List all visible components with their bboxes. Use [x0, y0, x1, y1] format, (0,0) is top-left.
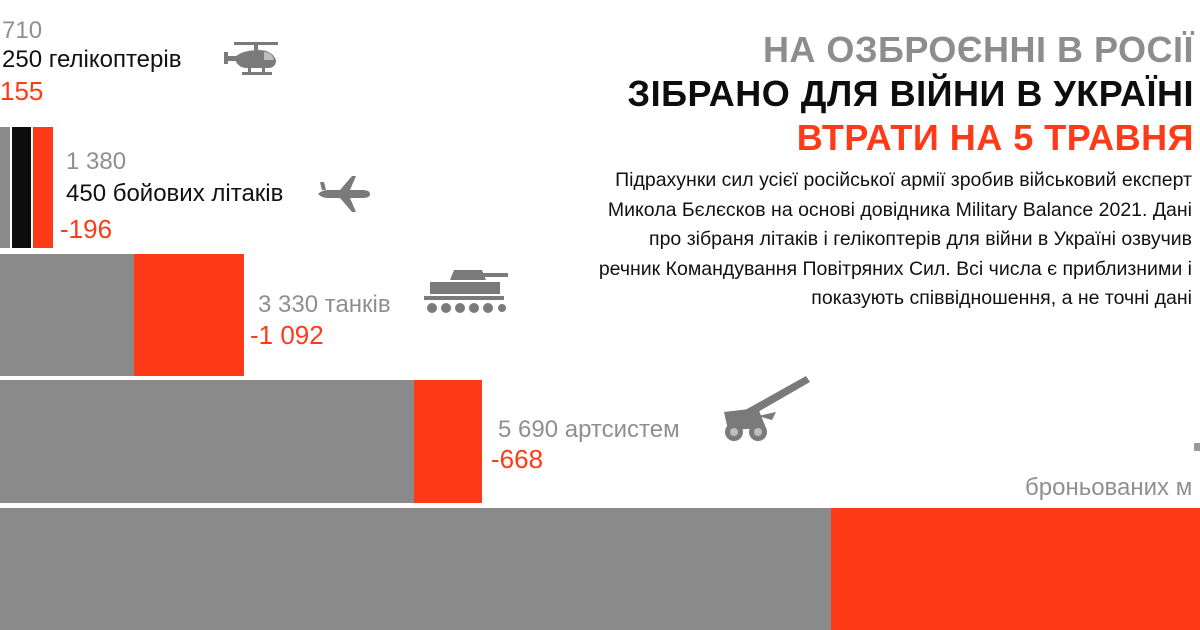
planes-deployed-label: 450 бойових літаків: [66, 180, 284, 207]
title-deployed: ЗІБРАНО ДЛЯ ВІЙНИ В УКРАЇНІ: [627, 73, 1194, 114]
title-stock: НА ОЗБРОЄННІ В РОСІЇ: [762, 29, 1194, 70]
bar-tanks-losses: [134, 254, 244, 376]
planes-loss-label: -196: [60, 214, 113, 244]
description-text: Підрахунки сил усієї російської армії зр…: [598, 169, 1192, 309]
plane-icon: [318, 176, 370, 212]
helicopter-icon: [224, 42, 278, 75]
planes-total-label: 1 380: [66, 148, 127, 175]
bar-armored-losses: [831, 508, 1200, 630]
bar-tanks-stock: [0, 254, 134, 376]
armored-partial-label: броньованих м: [1025, 474, 1193, 501]
artillery-total-label: 5 690 артсистем: [498, 416, 680, 443]
artillery-loss-label: -668: [491, 444, 544, 474]
bar-armored-stock: [0, 508, 831, 630]
title-losses: ВТРАТИ НА 5 ТРАВНЯ: [796, 117, 1194, 158]
tanks-total-label: 3 330 танків: [258, 291, 391, 318]
tank-icon: [424, 270, 508, 313]
bar-artillery-losses: [414, 380, 482, 503]
tanks-loss-label: -1 092: [250, 320, 324, 350]
armored-total-fragment: [1194, 443, 1200, 451]
heli-deployed-label: 250 гелікоптерів: [2, 46, 182, 73]
artillery-icon: [724, 376, 810, 441]
heli-loss-label: 155: [0, 76, 44, 106]
bar-planes-stock: [0, 127, 10, 248]
bar-planes-losses: [33, 127, 53, 248]
bar-artillery-stock: [0, 380, 414, 503]
bar-planes-deployed: [12, 127, 31, 248]
heli-total-label: 710: [2, 17, 43, 44]
